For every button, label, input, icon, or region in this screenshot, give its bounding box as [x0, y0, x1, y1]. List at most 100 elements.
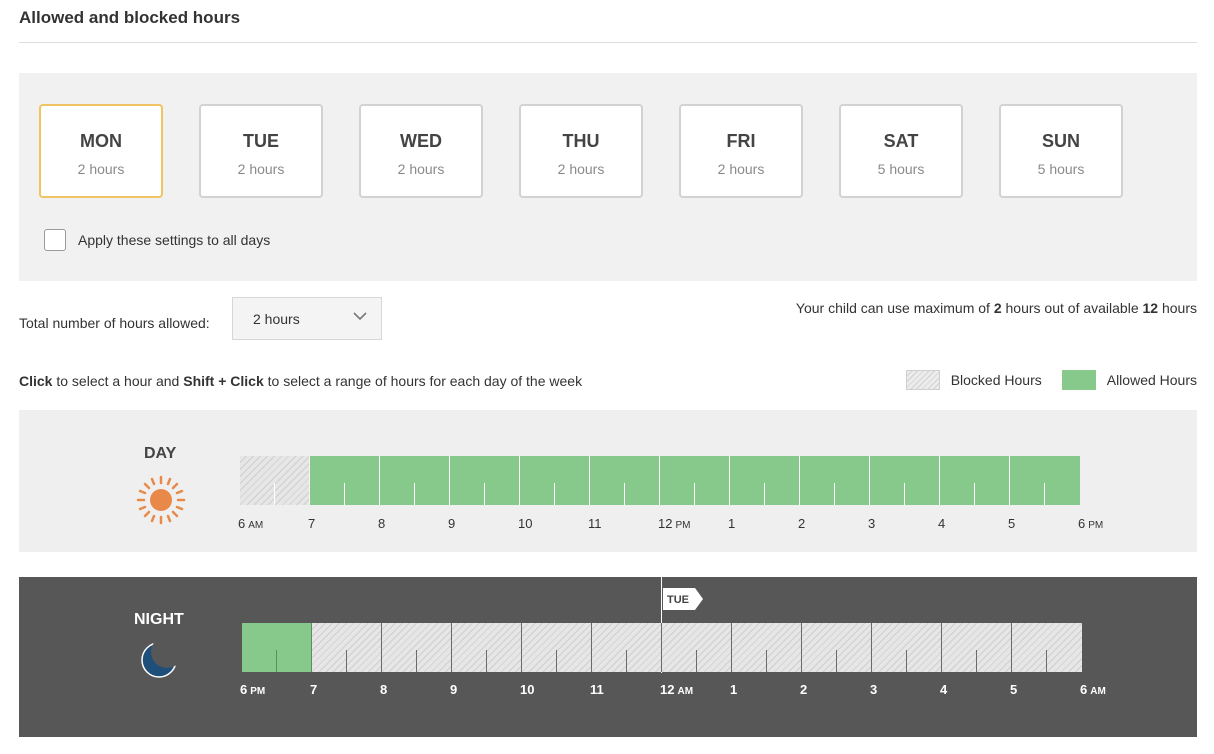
day-card-mon[interactable]: MON 2 hours — [39, 104, 163, 198]
half-hour-tick — [694, 483, 695, 505]
day-name: TUE — [243, 131, 279, 151]
tick-number: 9 — [448, 516, 456, 531]
hour-cell-allowed[interactable] — [730, 456, 800, 505]
hour-cell-blocked[interactable] — [872, 623, 942, 672]
tick-number: 9 — [450, 682, 458, 697]
time-tick-label: 6 AM — [1080, 682, 1106, 697]
night-label: NIGHT — [134, 611, 184, 628]
time-tick-label: 12 PM — [658, 516, 690, 531]
day-hours: 5 hours — [877, 161, 925, 177]
hour-cell-blocked[interactable] — [452, 623, 522, 672]
hour-cell-allowed[interactable] — [380, 456, 450, 505]
hour-cell-blocked[interactable] — [592, 623, 662, 672]
hour-cell-allowed[interactable] — [800, 456, 870, 505]
tick-number: 6 — [238, 516, 246, 531]
tick-number: 1 — [730, 682, 738, 697]
day-card-thu[interactable]: THU 2 hours — [519, 104, 643, 198]
tick-number: 8 — [378, 516, 386, 531]
half-hour-tick — [556, 650, 557, 672]
half-hour-tick — [974, 483, 975, 505]
half-hour-tick — [764, 483, 765, 505]
half-hour-tick — [626, 650, 627, 672]
day-name: WED — [400, 131, 442, 151]
tick-number: 2 — [798, 516, 806, 531]
day-hours: 2 hours — [557, 161, 605, 177]
half-hour-tick — [274, 483, 275, 505]
tick-suffix: PM — [1088, 520, 1104, 531]
hour-cell-allowed[interactable] — [870, 456, 940, 505]
time-tick-label: 1 — [730, 682, 737, 697]
time-tick-label: 6 PM — [1078, 516, 1103, 531]
max-info-suffix: hours — [1158, 300, 1197, 316]
allowed-swatch — [1061, 370, 1096, 390]
day-card-sun[interactable]: SUN 5 hours — [999, 104, 1123, 198]
time-tick-label: 12 AM — [660, 682, 693, 697]
apply-all-label[interactable]: Apply these settings to all days — [78, 232, 271, 248]
hour-cell-blocked[interactable] — [662, 623, 732, 672]
day-hours: 5 hours — [1037, 161, 1085, 177]
tick-suffix: AM — [1090, 686, 1106, 697]
hour-cell-blocked[interactable] — [802, 623, 872, 672]
hour-cell-allowed[interactable] — [520, 456, 590, 505]
half-hour-tick — [836, 650, 837, 672]
max-info-prefix: Your child can use maximum of — [795, 300, 994, 316]
half-hour-tick — [834, 483, 835, 505]
day-card-wed[interactable]: WED 2 hours — [359, 104, 483, 198]
total-hours-dropdown[interactable]: 2 hours — [232, 297, 382, 340]
day-label: DAY — [144, 445, 177, 462]
day-hour-grid — [240, 456, 1080, 505]
half-hour-tick — [906, 650, 907, 672]
half-hour-tick — [486, 650, 487, 672]
hour-cell-blocked[interactable] — [522, 623, 592, 672]
tick-number: 12 — [660, 682, 675, 697]
day-name: SAT — [883, 131, 919, 151]
time-tick-label: 5 — [1010, 682, 1017, 697]
half-hour-tick — [344, 483, 345, 505]
time-tick-label: 9 — [450, 682, 457, 697]
day-name: SUN — [1041, 131, 1080, 151]
tick-number: 4 — [938, 516, 946, 531]
hour-cell-blocked[interactable] — [1012, 623, 1082, 672]
half-hour-tick — [904, 483, 905, 505]
legend: Blocked Hours Allowed Hours — [905, 370, 1197, 390]
time-tick-label: 6 AM — [238, 516, 263, 531]
tick-number: 4 — [940, 682, 948, 697]
hour-cell-allowed[interactable] — [660, 456, 730, 505]
hour-cell-blocked[interactable] — [312, 623, 382, 672]
hour-cell-allowed[interactable] — [450, 456, 520, 505]
max-allowed-value: 2 — [993, 300, 1002, 316]
half-hour-tick — [1044, 483, 1045, 505]
time-tick-label: 10 — [520, 682, 534, 697]
hour-cell-allowed[interactable] — [242, 623, 312, 672]
sun-icon — [136, 475, 186, 525]
day-card-fri[interactable]: FRI 2 hours — [679, 104, 803, 198]
hour-cell-allowed[interactable] — [1010, 456, 1080, 505]
tick-number: 2 — [800, 682, 808, 697]
time-tick-label: 11 — [588, 516, 602, 531]
current-day-marker: TUE — [663, 588, 703, 610]
hour-cell-blocked[interactable] — [942, 623, 1012, 672]
hour-cell-blocked[interactable] — [732, 623, 802, 672]
hour-cell-blocked[interactable] — [240, 456, 310, 505]
legend-allowed-label: Allowed Hours — [1106, 372, 1197, 388]
day-card-sat[interactable]: SAT 5 hours — [839, 104, 963, 198]
tick-number: 3 — [870, 682, 878, 697]
hour-cell-allowed[interactable] — [940, 456, 1010, 505]
tick-number: 10 — [518, 516, 533, 531]
tick-number: 6 — [1078, 516, 1086, 531]
hour-cell-allowed[interactable] — [310, 456, 380, 505]
half-hour-tick — [414, 483, 415, 505]
day-name: MON — [80, 131, 122, 151]
day-selector-panel: MON 2 hours TUE 2 hours WED 2 hours THU … — [19, 73, 1197, 281]
instruction-text-2: to select a range of hours for each day … — [263, 373, 583, 389]
hour-cell-allowed[interactable] — [590, 456, 660, 505]
hour-cell-blocked[interactable] — [382, 623, 452, 672]
night-hour-grid — [242, 623, 1082, 672]
day-card-tue[interactable]: TUE 2 hours — [199, 104, 323, 198]
time-tick-label: 5 — [1008, 516, 1015, 531]
apply-all-checkbox[interactable] — [44, 229, 66, 251]
instruction-text-1: to select a hour and — [52, 373, 184, 389]
tick-number: 6 — [240, 682, 248, 697]
tick-number: 1 — [728, 516, 736, 531]
max-hours-info: Your child can use maximum of 2 hours ou… — [796, 300, 1197, 316]
